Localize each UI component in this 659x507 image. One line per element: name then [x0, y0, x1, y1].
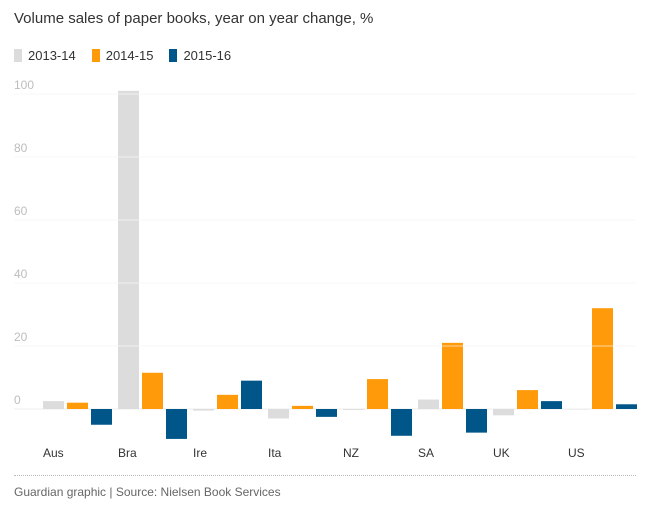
legend-item-2013-14: 2013-14 [14, 48, 76, 63]
y-tick-label-40: 40 [14, 267, 28, 281]
x-tick-label-uk: UK [493, 446, 510, 460]
y-tick-label-60: 60 [14, 204, 28, 218]
y-tick-label-80: 80 [14, 141, 28, 155]
legend-swatch-2015-16 [169, 49, 178, 62]
bar-sa-2014-15 [442, 342, 463, 409]
footer-divider [14, 475, 636, 476]
legend-label-2013-14: 2013-14 [28, 48, 76, 63]
bar-sa-2013-14 [418, 399, 439, 409]
bar-aus-2014-15 [67, 402, 88, 409]
bar-bra-2013-14 [118, 90, 139, 409]
bar-nz-2014-15 [367, 379, 388, 409]
bar-aus-2013-14 [43, 401, 64, 409]
bar-ire-2013-14 [193, 409, 214, 411]
legend-item-2015-16: 2015-16 [169, 48, 231, 63]
bar-ire-2014-15 [217, 394, 238, 409]
x-tick-label-aus: Aus [43, 446, 64, 460]
bar-us-2013-14 [568, 409, 589, 410]
bar-uk-2015-16 [541, 401, 562, 409]
bar-bra-2015-16 [166, 409, 187, 439]
bar-ire-2015-16 [241, 380, 262, 409]
bar-us-2015-16 [616, 404, 637, 409]
x-tick-label-us: US [568, 446, 585, 460]
bar-nz-2015-16 [391, 409, 412, 436]
bar-bra-2014-15 [142, 372, 163, 409]
y-tick-label-100: 100 [14, 78, 34, 92]
x-tick-label-bra: Bra [118, 446, 137, 460]
legend: 2013-14 2014-15 2015-16 [14, 48, 247, 63]
x-tick-label-sa: SA [418, 446, 434, 460]
legend-label-2014-15: 2014-15 [105, 48, 154, 63]
bar-ita-2014-15 [292, 405, 313, 409]
bar-sa-2015-16 [466, 409, 487, 433]
bar-nz-2013-14 [343, 409, 364, 410]
legend-swatch-2014-15 [91, 49, 100, 62]
bar-chart: 0 20 40 60 80 100 Aus Bra Ire Ita NZ SA UK US [14, 78, 637, 460]
bar-uk-2014-15 [517, 390, 538, 409]
source-note: Guardian graphic | Source: Nielsen Book … [14, 485, 281, 499]
chart-title: Volume sales of paper books, year on yea… [14, 10, 374, 27]
x-tick-label-ire: Ire [193, 446, 207, 460]
legend-label-2015-16: 2015-16 [183, 48, 232, 63]
bar-ita-2013-14 [268, 409, 289, 419]
y-tick-label-0: 0 [14, 393, 21, 407]
bar-aus-2015-16 [91, 409, 112, 425]
x-tick-label-ita: Ita [268, 446, 282, 460]
bar-us-2014-15 [592, 308, 613, 409]
x-tick-label-nz: NZ [343, 446, 359, 460]
bar-ita-2015-16 [316, 409, 337, 417]
y-tick-label-20: 20 [14, 330, 28, 344]
legend-swatch-2013-14 [14, 49, 22, 62]
bar-uk-2013-14 [493, 409, 514, 416]
legend-item-2014-15: 2014-15 [91, 48, 154, 63]
